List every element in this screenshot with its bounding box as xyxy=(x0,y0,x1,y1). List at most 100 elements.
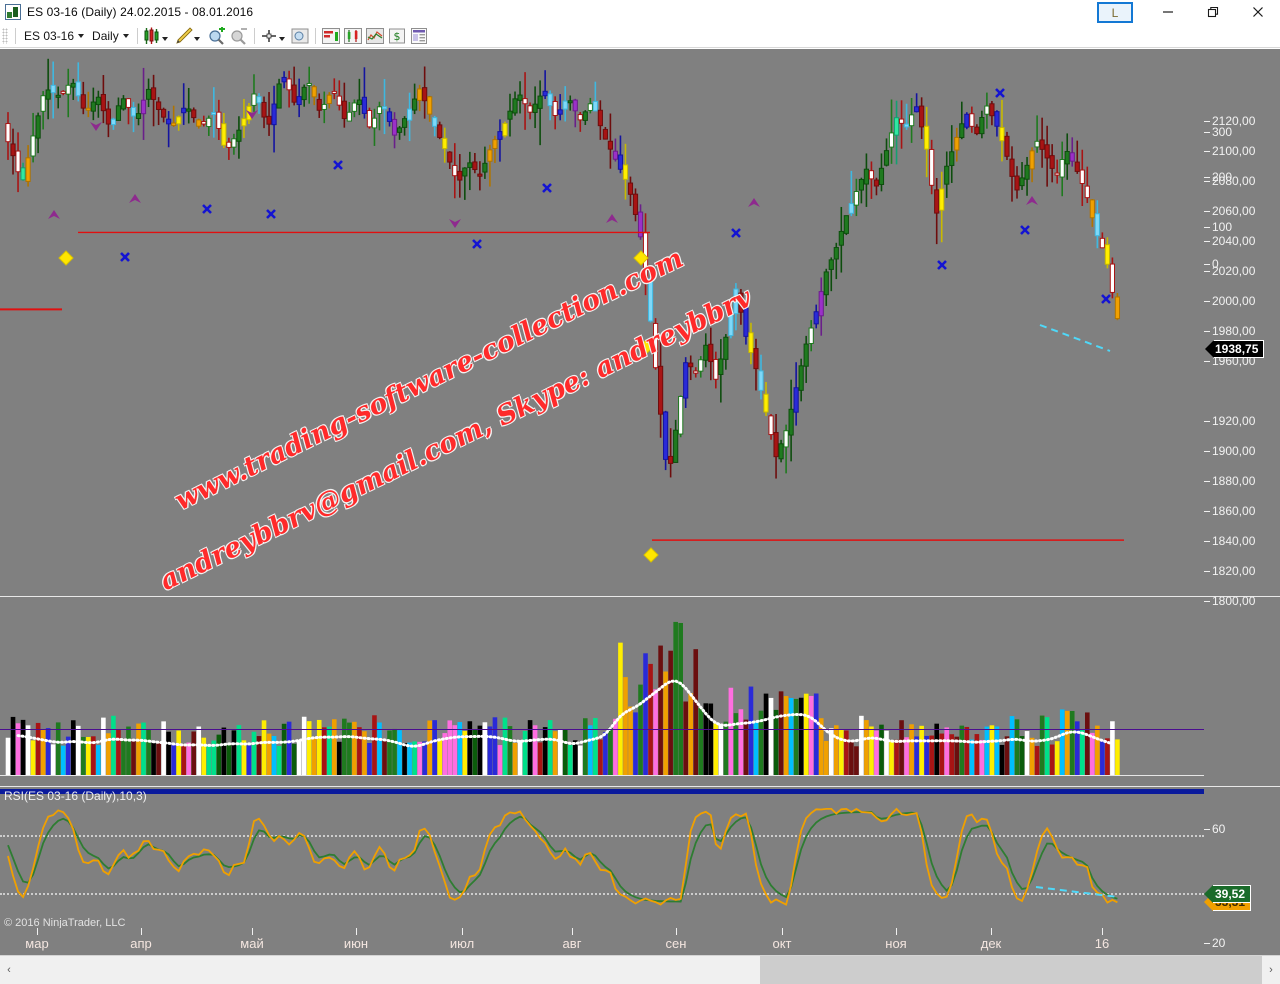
drawing-pencil-icon[interactable] xyxy=(174,26,200,46)
volume-baseline xyxy=(0,775,1204,776)
candlestick xyxy=(994,110,1000,137)
diamond-marker xyxy=(58,250,74,266)
volume-bar xyxy=(1105,738,1110,775)
candlestick xyxy=(637,204,644,240)
scroll-right-arrow[interactable]: › xyxy=(1269,964,1273,976)
volume-bar xyxy=(603,732,608,775)
candlestick xyxy=(788,379,794,462)
candlestick xyxy=(341,82,347,128)
candlestick xyxy=(1039,117,1045,168)
x-axis-tick xyxy=(141,928,142,935)
panel-divider xyxy=(0,786,1280,787)
volume-bar xyxy=(342,718,347,775)
volume-bar xyxy=(828,728,834,775)
candlestick xyxy=(1109,257,1116,299)
volume-tick: 0 xyxy=(1204,257,1219,271)
price-tick: 1880,00 xyxy=(1204,474,1255,488)
volume-bar xyxy=(75,725,81,775)
scrollbar-thumb[interactable] xyxy=(760,956,1262,984)
zoom-in-icon[interactable] xyxy=(206,26,228,46)
candlestick xyxy=(281,71,287,89)
volume-panel[interactable] xyxy=(0,597,1280,787)
copyright-text: © 2016 NinjaTrader, LLC xyxy=(4,917,126,929)
volume-bar xyxy=(778,691,784,775)
candlestick xyxy=(401,116,408,136)
volume-axis[interactable]: 300 200 100 0 xyxy=(1204,125,1280,787)
volume-bar xyxy=(316,719,322,775)
data-box-icon[interactable] xyxy=(289,26,311,46)
rsi-level-60 xyxy=(0,835,1204,837)
candlestick xyxy=(186,87,192,124)
rsi-panel[interactable]: RSI(ES 03-16 (Daily),10,3) xyxy=(0,787,1280,952)
candlestick xyxy=(196,118,202,129)
diamond-marker xyxy=(633,250,649,266)
zoom-out-icon[interactable] xyxy=(228,26,250,46)
crosshair-icon[interactable] xyxy=(259,26,285,46)
properties-icon[interactable] xyxy=(408,26,430,46)
x-axis-tick xyxy=(356,928,357,935)
minimize-icon[interactable] xyxy=(1145,0,1190,24)
dollar-icon[interactable]: $ xyxy=(386,26,408,46)
diamond-marker xyxy=(638,339,654,355)
candlestick xyxy=(693,367,699,378)
volume-bar xyxy=(457,722,463,775)
candlestick xyxy=(673,419,679,463)
volume-bar xyxy=(126,726,131,775)
candlestick xyxy=(688,355,694,381)
volume-bar xyxy=(698,707,704,775)
candlestick xyxy=(999,99,1005,162)
price-panel[interactable] xyxy=(0,49,1280,597)
close-icon[interactable] xyxy=(1235,0,1280,24)
candlestick xyxy=(1099,232,1105,249)
candlestick xyxy=(462,167,468,200)
scrollbar-track[interactable] xyxy=(18,956,1262,984)
interval-selector[interactable]: Daily xyxy=(88,26,133,46)
volume-bar xyxy=(196,726,202,775)
candlestick xyxy=(301,84,307,107)
volume-bar xyxy=(854,746,859,775)
x-axis-tick xyxy=(896,928,897,935)
candlestick xyxy=(979,110,985,139)
volume-bar xyxy=(337,741,342,775)
x-axis-tick xyxy=(462,928,463,935)
volume-bar xyxy=(1059,709,1065,775)
horizontal-scrollbar[interactable]: ‹ › xyxy=(0,955,1280,984)
volume-bar xyxy=(146,729,151,775)
rsi-indicator-label: RSI(ES 03-16 (Daily),10,3) xyxy=(4,789,147,803)
volume-bar xyxy=(50,744,56,775)
price-axis[interactable]: 2120,00 2100,00 2080,00 2060,00 2040,00 2020,… xyxy=(1204,49,1280,608)
candlestick-type-icon[interactable] xyxy=(142,26,168,46)
volume-moving-average xyxy=(16,679,1114,748)
candlestick xyxy=(768,414,774,440)
volume-bar xyxy=(407,742,412,775)
chart-trader-icon[interactable] xyxy=(364,26,386,46)
volume-bar xyxy=(663,671,668,775)
volume-bar xyxy=(1064,710,1070,775)
volume-bar xyxy=(86,737,91,775)
chart-toolbar: ES 03-16 Daily xyxy=(0,24,1280,48)
instrument-selector[interactable]: ES 03-16 xyxy=(20,26,88,46)
volume-bar xyxy=(131,741,136,775)
volume-bar xyxy=(588,725,593,775)
restore-icon[interactable] xyxy=(1190,0,1235,24)
candlestick xyxy=(562,86,568,122)
candlestick xyxy=(517,81,523,114)
candlestick xyxy=(85,91,91,118)
rsi-axis[interactable]: 602033,3139,52 xyxy=(1204,787,1280,950)
chevron-down-icon xyxy=(278,36,285,41)
strategy-icon[interactable] xyxy=(342,26,364,46)
scroll-left-arrow[interactable]: ‹ xyxy=(7,964,11,976)
candlestick xyxy=(853,178,859,217)
chart-canvas[interactable]: RSI(ES 03-16 (Daily),10,3) © 2016 NinjaT… xyxy=(0,49,1280,955)
volume-bar xyxy=(96,745,101,775)
link-button[interactable]: L xyxy=(1097,2,1133,23)
candlestick xyxy=(507,93,513,137)
rsi-value-tag-primary: 39,52 xyxy=(1204,885,1252,903)
volume-bar xyxy=(1014,719,1020,775)
toolbar-grip[interactable] xyxy=(2,27,8,44)
volume-bar xyxy=(703,703,709,775)
volume-bar xyxy=(1095,725,1100,775)
x-marker xyxy=(542,183,552,193)
candlestick xyxy=(949,125,955,183)
indicator-icon[interactable] xyxy=(320,26,342,46)
